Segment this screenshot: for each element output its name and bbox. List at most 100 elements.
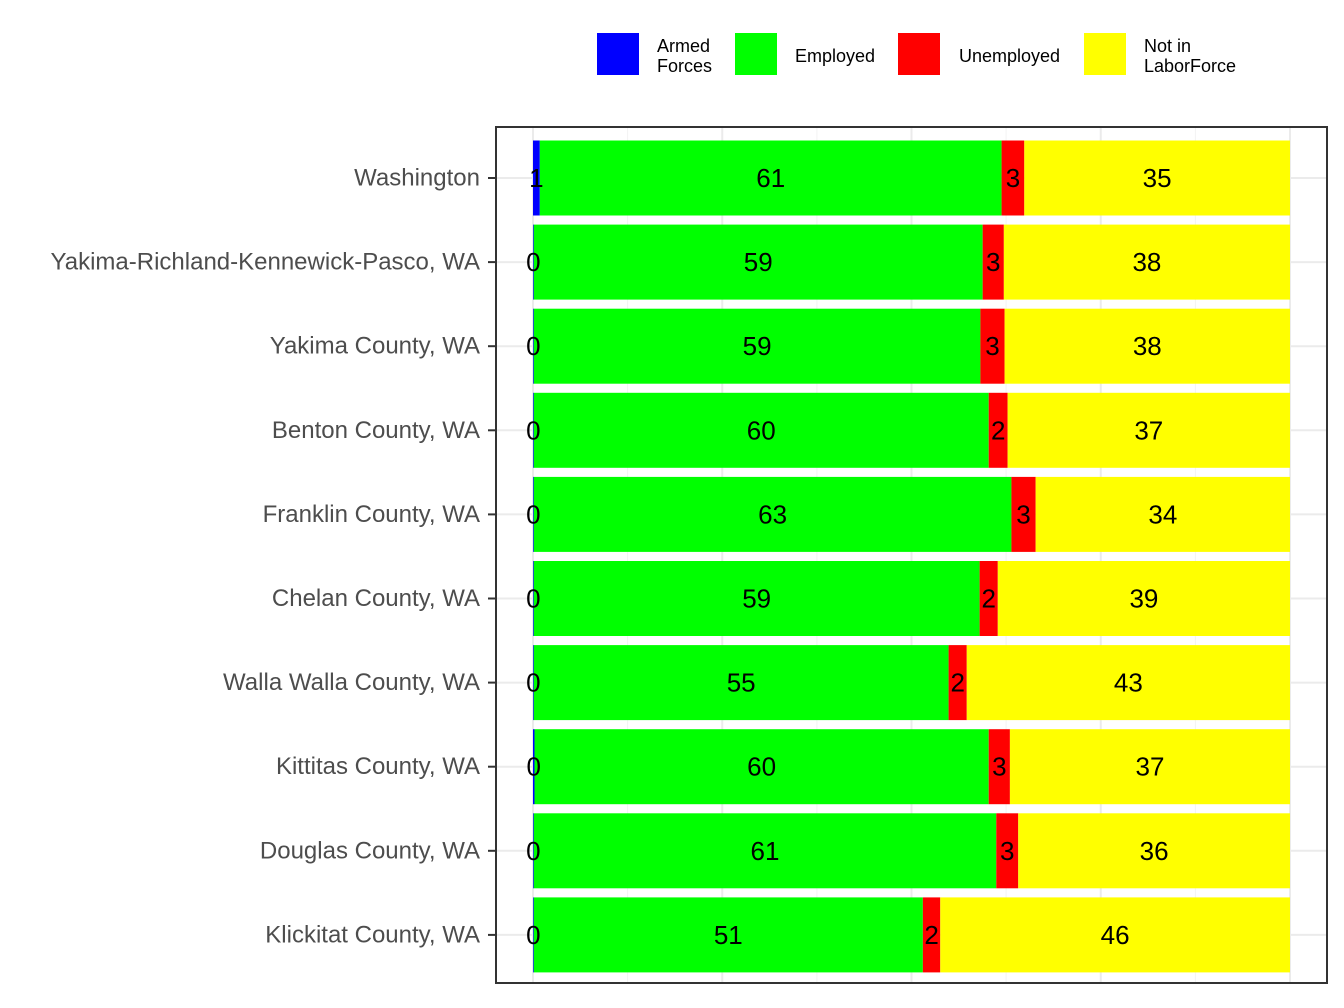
data-label-benton-county-wa-not-in-laborforce: 37 xyxy=(1134,415,1163,445)
y-tick-label-douglas-county-wa: Douglas County, WA xyxy=(260,837,480,864)
data-label-washington-unemployed: 3 xyxy=(1006,163,1020,193)
bar-walla-walla-county-wa-unemployed xyxy=(948,645,967,721)
data-label-franklin-county-wa-not-in-laborforce: 34 xyxy=(1148,499,1177,529)
data-label-yakima-richland-kennewick-pasco-wa-unemployed: 3 xyxy=(986,247,1000,277)
bar-chelan-county-wa-armed-forces xyxy=(533,561,534,636)
data-label-yakima-county-wa-unemployed: 3 xyxy=(985,331,999,361)
data-label-yakima-county-wa-not-in-laborforce: 38 xyxy=(1133,331,1162,361)
bar-chelan-county-wa-unemployed xyxy=(979,561,998,636)
bar-washington-unemployed xyxy=(1001,140,1025,216)
bar-klickitat-county-wa-employed xyxy=(533,897,923,973)
legend-label-employed: Employed xyxy=(795,46,875,66)
bar-kittitas-county-wa-employed xyxy=(534,729,989,805)
bar-klickitat-county-wa-unemployed xyxy=(922,897,941,973)
bar-chelan-county-wa-not-in-laborforce xyxy=(997,561,1290,636)
data-label-franklin-county-wa-employed: 63 xyxy=(758,499,787,529)
bar-franklin-county-wa-unemployed xyxy=(1011,476,1036,552)
data-label-benton-county-wa-employed: 60 xyxy=(747,415,776,445)
data-label-yakima-richland-kennewick-pasco-wa-not-in-laborforce: 38 xyxy=(1132,247,1161,277)
data-label-benton-county-wa-armed-forces: 0 xyxy=(526,415,540,445)
data-label-yakima-richland-kennewick-pasco-wa-armed-forces: 0 xyxy=(526,247,540,277)
data-label-klickitat-county-wa-armed-forces: 0 xyxy=(526,920,540,950)
bar-walla-walla-county-wa-not-in-laborforce xyxy=(966,645,1290,721)
bar-washington-not-in-laborforce xyxy=(1024,140,1290,216)
data-label-walla-walla-county-wa-not-in-laborforce: 43 xyxy=(1114,668,1143,698)
bar-walla-walla-county-wa-employed xyxy=(533,645,949,721)
data-label-kittitas-county-wa-armed-forces: 0 xyxy=(527,752,541,782)
bar-walla-walla-county-wa-armed-forces xyxy=(533,645,534,721)
plot-border xyxy=(495,126,1328,984)
bar-douglas-county-wa-unemployed xyxy=(996,813,1019,889)
bar-washington-armed-forces xyxy=(533,140,540,216)
data-label-douglas-county-wa-employed: 61 xyxy=(751,836,780,866)
data-label-klickitat-county-wa-not-in-laborforce: 46 xyxy=(1101,920,1130,950)
y-tick-label-klickitat-county-wa: Klickitat County, WA xyxy=(265,921,480,948)
legend-key-employed xyxy=(735,33,777,75)
bar-yakima-richland-kennewick-pasco-wa-employed xyxy=(533,224,983,300)
data-label-kittitas-county-wa-employed: 60 xyxy=(747,752,776,782)
bar-yakima-richland-kennewick-pasco-wa-not-in-laborforce xyxy=(1003,224,1290,300)
data-label-franklin-county-wa-armed-forces: 0 xyxy=(526,499,540,529)
data-label-douglas-county-wa-unemployed: 3 xyxy=(1000,836,1014,866)
bar-benton-county-wa-unemployed xyxy=(988,392,1008,468)
legend-label-not-in-laborforce: Not in LaborForce xyxy=(1144,36,1236,76)
bar-benton-county-wa-armed-forces xyxy=(533,392,534,468)
bar-yakima-county-wa-unemployed xyxy=(980,308,1005,384)
bar-douglas-county-wa-not-in-laborforce xyxy=(1018,813,1290,889)
legend-label-armed-forces: Armed Forces xyxy=(657,36,712,76)
bar-kittitas-county-wa-unemployed xyxy=(988,729,1010,805)
bar-klickitat-county-wa-armed-forces xyxy=(533,897,534,973)
legend-key-not-in-laborforce xyxy=(1084,33,1126,75)
legend-label-unemployed: Unemployed xyxy=(959,46,1060,66)
bar-franklin-county-wa-not-in-laborforce xyxy=(1035,476,1290,552)
y-tick-label-chelan-county-wa: Chelan County, WA xyxy=(272,585,480,612)
y-tick-label-yakima-richland-kennewick-pasco-wa: Yakima-Richland-Kennewick-Pasco, WA xyxy=(51,249,480,276)
bar-washington-employed xyxy=(539,140,1002,216)
data-label-douglas-county-wa-not-in-laborforce: 36 xyxy=(1140,836,1169,866)
y-tick-label-walla-walla-county-wa: Walla Walla County, WA xyxy=(223,669,480,696)
data-label-chelan-county-wa-employed: 59 xyxy=(742,584,771,614)
data-label-chelan-county-wa-not-in-laborforce: 39 xyxy=(1129,584,1158,614)
data-label-chelan-county-wa-unemployed: 2 xyxy=(981,584,995,614)
bar-douglas-county-wa-armed-forces xyxy=(533,813,534,889)
legend-key-unemployed xyxy=(898,33,940,75)
data-label-klickitat-county-wa-unemployed: 2 xyxy=(924,920,938,950)
bar-yakima-county-wa-not-in-laborforce xyxy=(1004,308,1290,384)
legend: Armed Forces Employed Unemployed Not in Labor… xyxy=(597,33,1236,76)
bar-yakima-county-wa-armed-forces xyxy=(533,308,534,384)
data-label-kittitas-county-wa-unemployed: 3 xyxy=(992,752,1006,782)
bar-yakima-richland-kennewick-pasco-wa-armed-forces xyxy=(533,224,534,300)
data-label-washington-employed: 61 xyxy=(756,163,785,193)
data-label-kittitas-county-wa-not-in-laborforce: 37 xyxy=(1135,752,1164,782)
bar-franklin-county-wa-armed-forces xyxy=(533,476,534,552)
bar-franklin-county-wa-employed xyxy=(533,476,1012,552)
y-tick-label-washington: Washington xyxy=(354,165,480,192)
bar-yakima-county-wa-employed xyxy=(533,308,981,384)
data-label-washington-not-in-laborforce: 35 xyxy=(1143,163,1172,193)
data-label-douglas-county-wa-armed-forces: 0 xyxy=(526,836,540,866)
bar-benton-county-wa-employed xyxy=(533,392,989,468)
data-label-klickitat-county-wa-employed: 51 xyxy=(714,920,743,950)
data-label-walla-walla-county-wa-armed-forces: 0 xyxy=(526,668,540,698)
y-tick-label-yakima-county-wa: Yakima County, WA xyxy=(270,333,480,360)
data-label-walla-walla-county-wa-employed: 55 xyxy=(727,668,756,698)
bar-kittitas-county-wa-armed-forces xyxy=(533,729,535,805)
data-label-walla-walla-county-wa-unemployed: 2 xyxy=(950,668,964,698)
bar-klickitat-county-wa-not-in-laborforce xyxy=(940,897,1290,973)
y-tick-label-benton-county-wa: Benton County, WA xyxy=(272,417,480,444)
legend-key-armed-forces xyxy=(597,33,639,75)
data-label-yakima-richland-kennewick-pasco-wa-employed: 59 xyxy=(744,247,773,277)
data-label-benton-county-wa-unemployed: 2 xyxy=(991,415,1005,445)
bar-chelan-county-wa-employed xyxy=(533,561,980,636)
bars xyxy=(533,140,1290,973)
data-label-franklin-county-wa-unemployed: 3 xyxy=(1016,499,1030,529)
segment-labels: 1 61 3 35 0 59 3 38 0 59 3 38 0 60 2 37 0 63 3 34 0 59 2 39 0 55 2… xyxy=(526,163,1177,950)
data-label-yakima-county-wa-armed-forces: 0 xyxy=(526,331,540,361)
data-label-chelan-county-wa-armed-forces: 0 xyxy=(526,584,540,614)
data-label-washington-armed-forces: 1 xyxy=(529,163,543,193)
y-axis: Washington Yakima-Richland-Kennewick-Pasc… xyxy=(51,165,496,948)
bar-kittitas-county-wa-not-in-laborforce xyxy=(1009,729,1290,805)
y-tick-label-kittitas-county-wa: Kittitas County, WA xyxy=(276,753,480,780)
